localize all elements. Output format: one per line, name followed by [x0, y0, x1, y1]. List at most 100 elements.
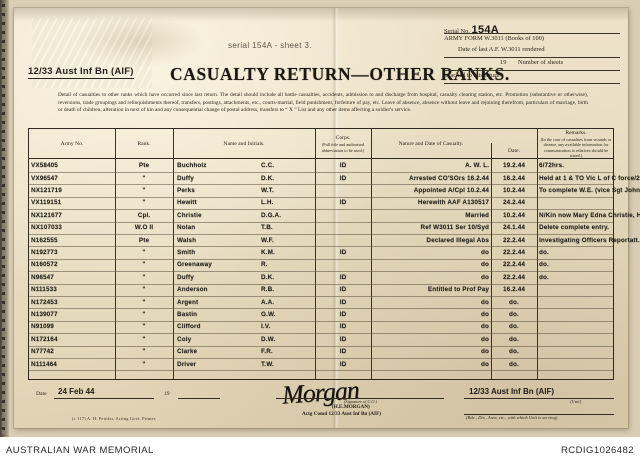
grid-vline-5	[491, 143, 492, 158]
cell-nature: do	[481, 261, 489, 269]
cell-corps: ID	[339, 249, 347, 256]
cell-date: 22.2.44	[502, 249, 526, 256]
cell-name: Smith	[177, 249, 196, 256]
cell-name: Bastin	[177, 311, 198, 318]
cell-army-no: N172453	[31, 298, 58, 306]
serial-rule	[444, 33, 620, 34]
cell-date: 16.2.44	[502, 174, 526, 182]
grid-vline-1	[115, 129, 116, 158]
cell-corps: ID	[339, 298, 347, 306]
cell-corps: ID	[339, 174, 347, 182]
cell-initials: R.	[261, 261, 268, 269]
cell-initials: F.R.	[261, 348, 273, 356]
cell-nature: do	[481, 323, 489, 331]
cell-date: 24.2.44	[502, 199, 526, 207]
footer-date-value: 24 Feb 44	[58, 387, 95, 396]
cell-corps: ID	[339, 360, 347, 368]
col-header-remarks: Remarks. (In the case of casualties from…	[537, 129, 615, 159]
cell-date: 24.1.44	[502, 224, 526, 232]
cell-army-no: VX96547	[31, 174, 58, 182]
cell-name: Hewitt	[177, 199, 197, 207]
footer-bde-rule	[464, 414, 614, 415]
date-last-label: Date of last A.F. W.3011 rendered	[458, 46, 545, 53]
cell-army-no: N192773	[31, 249, 58, 256]
table-row-rule	[29, 221, 613, 223]
footer-unit-rule	[464, 398, 614, 399]
col-header-name: Name and Initials.	[223, 140, 265, 147]
cell-nature: Appointed A/Cpl 10.2.44	[413, 187, 489, 194]
cell-date: 16.2.44	[502, 286, 526, 294]
cell-nature: Arrested CO'SOrs 16.2.44	[409, 174, 489, 182]
body-vline-2	[173, 159, 174, 379]
cell-date: 19.2.44	[502, 162, 526, 170]
cell-army-no: N160572	[31, 261, 58, 269]
table-row-rule	[29, 295, 613, 297]
sheets-line: 19 Number of sheets	[444, 59, 620, 72]
table-row-rule	[29, 184, 613, 186]
table-row-rule	[29, 246, 613, 248]
cell-initials: I.V.	[261, 323, 271, 331]
cell-remarks: do.	[539, 249, 549, 256]
cell-army-no: N172164	[31, 335, 58, 343]
cell-name: Walsh	[177, 236, 197, 244]
col-header-date: Date.	[508, 148, 520, 154]
cell-rank: "	[142, 323, 146, 331]
cell-rank: "	[142, 199, 146, 207]
footer-unit-value: 12/33 Aust Inf Bn (AIF)	[469, 387, 555, 396]
cell-rank: "	[142, 174, 146, 182]
cell-army-no: N139077	[31, 311, 58, 318]
page-top-shadow	[14, 8, 628, 22]
cell-rank: "	[142, 348, 146, 356]
signature-rule	[276, 398, 444, 399]
cell-nature: do	[481, 311, 489, 318]
casualty-table: Army No. Rank. Name and Initials. Corps.…	[28, 128, 640, 380]
cell-army-no: N111533	[31, 286, 57, 294]
cell-name: Anderson	[177, 286, 208, 294]
cell-remarks: do.	[539, 273, 549, 281]
sheets-rule	[444, 70, 620, 71]
cell-nature: do	[481, 335, 489, 343]
col-header-corps-sub: (Full title and authorised abbreviation …	[321, 142, 365, 153]
body-vline-6	[537, 159, 538, 379]
cell-name: Coly	[177, 335, 192, 343]
serial-label: Serial No.	[444, 28, 470, 35]
grid-vline-3	[315, 129, 316, 158]
cell-army-no: N162555	[31, 236, 58, 244]
cell-date: do.	[509, 335, 519, 343]
cell-name: Clarke	[177, 348, 198, 356]
cell-nature: Married	[465, 211, 489, 219]
footer-bde-label: (Bde., Div., Area, etc., with which Unit…	[466, 415, 558, 420]
cell-rank: Pte	[138, 236, 150, 244]
cell-corps: ID	[339, 286, 347, 294]
cell-initials: L.H.	[261, 199, 274, 207]
cell-name: Nolan	[177, 224, 196, 232]
cell-date: 10.2.44	[502, 187, 526, 194]
cell-initials: W.T.	[261, 187, 274, 194]
cell-remarks: Held at 1 & TO Vic L of C force/2	[539, 174, 640, 182]
cell-date: do.	[509, 348, 519, 356]
cell-army-no: N77742	[31, 348, 54, 356]
grid-vline-2	[173, 129, 174, 158]
binding-perforations	[2, 4, 5, 434]
cell-name: Perks	[177, 187, 195, 194]
cell-date: 22.2.44	[502, 261, 526, 269]
col-header-remarks-label: Remarks.	[565, 129, 587, 136]
cell-remarks: 6/72hrs.	[539, 162, 565, 170]
cell-remarks: Investigating Officers Reportatt.	[539, 236, 640, 244]
body-vline-3	[315, 159, 316, 379]
cell-army-no: N111464	[31, 360, 57, 368]
table-row-rule	[29, 258, 613, 260]
cell-name: Duffy	[177, 273, 194, 281]
sheets-label: Number of sheets	[518, 59, 564, 66]
body-vline-4	[371, 159, 372, 379]
table-body: VX58405 Pte Buchholz C.C. ID A. W. L. 19.2.44 6…	[29, 159, 640, 379]
cell-rank: "	[142, 360, 146, 368]
col-header-corps-label: Corps.	[335, 135, 351, 142]
cell-nature: do	[481, 298, 489, 306]
cell-rank: "	[142, 286, 146, 294]
cell-date: do.	[509, 311, 519, 318]
cell-name: Clifford	[177, 323, 201, 331]
cell-rank: "	[142, 335, 146, 343]
cell-army-no: VX58405	[31, 162, 58, 170]
cell-name: Argent	[177, 298, 199, 306]
